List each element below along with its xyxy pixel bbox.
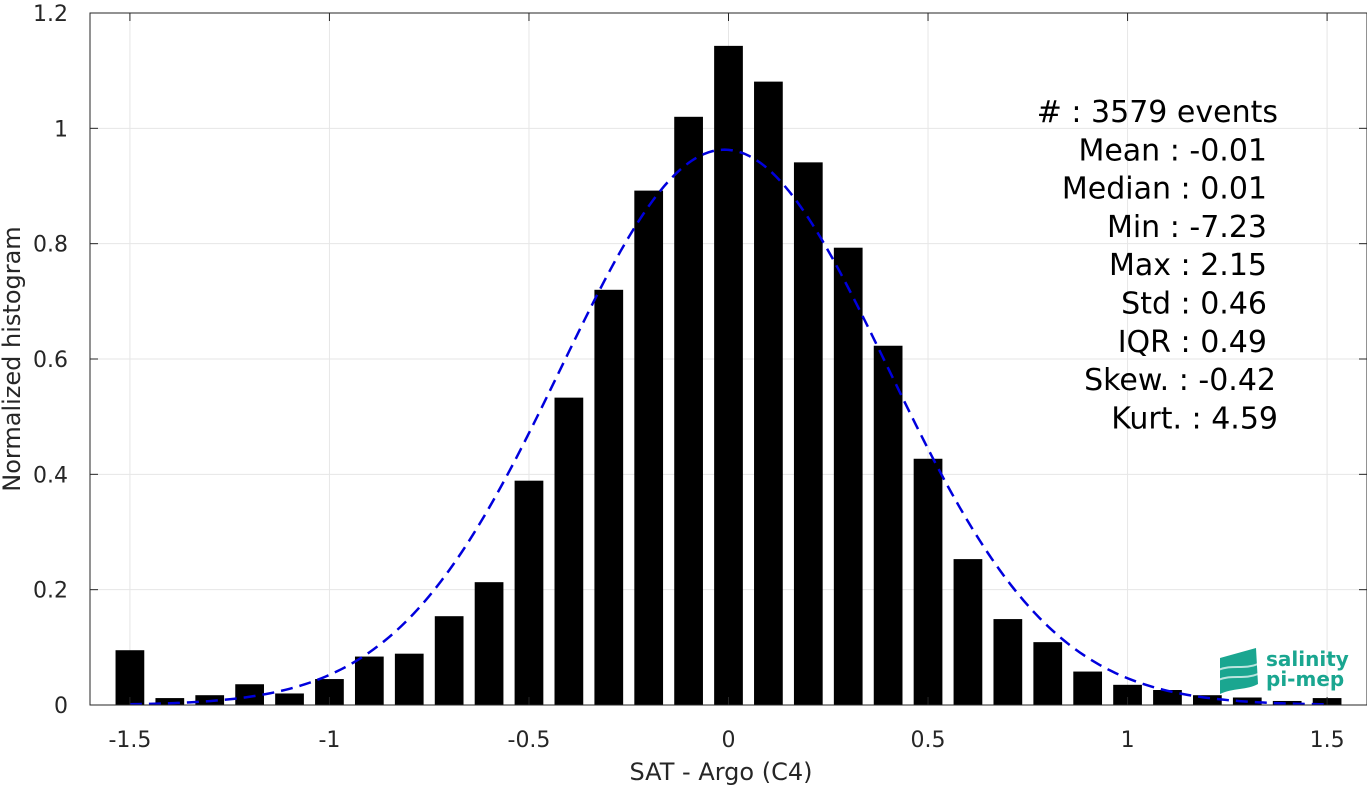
histogram-bar <box>634 190 664 705</box>
stat-line: # : 3579 events <box>1037 95 1278 130</box>
histogram-bar <box>554 397 584 705</box>
stat-line: Kurt. : 4.59 <box>1111 401 1278 436</box>
histogram-bar <box>953 559 983 705</box>
histogram-bar <box>474 582 504 705</box>
x-tick-label: -1.5 <box>108 728 151 753</box>
salinity-pi-mep-logo: salinity pi-mep <box>1217 647 1349 694</box>
y-tick-label: 1.2 <box>33 2 68 27</box>
histogram-bar <box>793 162 823 705</box>
histogram-bar <box>993 619 1023 705</box>
logo-wave-icon <box>1220 648 1258 694</box>
histogram-bar <box>394 653 424 705</box>
logo-text-pi-mep: pi-mep <box>1266 667 1344 691</box>
histogram-bar <box>754 81 783 705</box>
histogram-bar <box>1113 684 1142 705</box>
histogram-bar <box>913 458 943 705</box>
histogram-bar <box>1033 642 1063 705</box>
histogram-bar <box>434 616 464 705</box>
stat-line: Skew. : -0.42 <box>1084 363 1276 398</box>
y-tick-label: 1 <box>54 117 68 142</box>
histogram-bar <box>1073 671 1103 705</box>
stat-line: Max : 2.15 <box>1109 248 1267 283</box>
histogram-bar <box>1272 700 1302 705</box>
x-tick-label: -0.5 <box>508 728 551 753</box>
y-tick-label: 0.4 <box>33 463 68 488</box>
y-tick-label: 0 <box>54 694 68 719</box>
x-tick-label: 1.5 <box>1310 728 1345 753</box>
y-tick-label: 0.2 <box>33 579 68 604</box>
histogram-bar <box>354 656 384 705</box>
histogram-bar <box>155 698 185 705</box>
bars <box>115 45 1342 706</box>
histogram-bar <box>115 650 145 705</box>
x-tick-label: -1 <box>318 728 340 753</box>
stat-line: Mean : -0.01 <box>1078 133 1267 168</box>
y-tick-label: 0.6 <box>33 348 68 373</box>
gaussian-fit-curve <box>129 148 1328 706</box>
y-tick-label: 0.8 <box>33 233 68 258</box>
x-tick-label: 1 <box>1121 728 1135 753</box>
histogram-bar <box>674 116 703 706</box>
histogram-bar <box>514 480 544 705</box>
histogram-bar <box>594 289 624 705</box>
logo-text-salinity: salinity <box>1266 647 1349 671</box>
stat-line: Min : -7.23 <box>1107 210 1267 245</box>
histogram-bar <box>235 684 264 705</box>
histogram-bar <box>1153 690 1182 705</box>
x-axis-label: SAT - Argo (C4) <box>630 758 813 786</box>
y-axis-label: Normalized histogram <box>0 226 26 491</box>
x-axis-ticks: -1.5 -1 -0.5 0 0.5 1 1.5 <box>108 13 1345 753</box>
histogram-bar <box>833 247 863 705</box>
stat-line: IQR : 0.49 <box>1118 325 1267 360</box>
histogram-bar <box>873 345 903 705</box>
x-tick-label: 0 <box>722 728 736 753</box>
histogram-bar <box>275 693 304 705</box>
histogram-bar <box>1193 695 1222 705</box>
x-tick-label: 0.5 <box>911 728 946 753</box>
stat-line: Median : 0.01 <box>1062 172 1267 207</box>
y-axis-ticks: 0 0.2 0.4 0.6 0.8 1 1.2 <box>33 2 1367 719</box>
stat-line: Std : 0.46 <box>1121 287 1267 322</box>
histogram-bar <box>714 45 743 706</box>
